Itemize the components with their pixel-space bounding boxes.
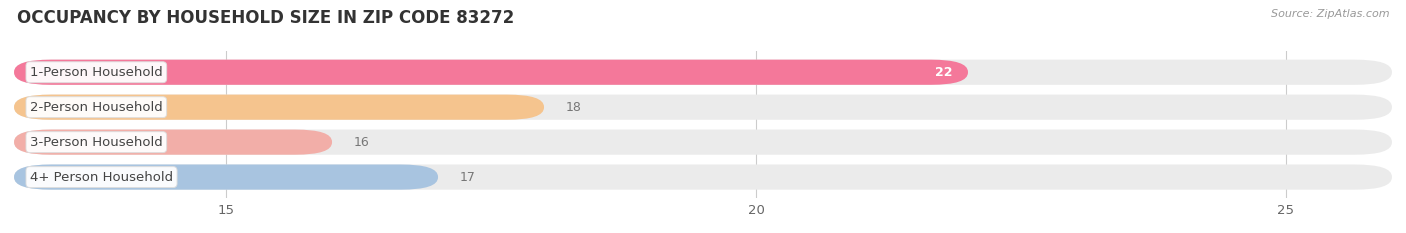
FancyBboxPatch shape	[14, 164, 439, 190]
Text: 2-Person Household: 2-Person Household	[30, 101, 163, 114]
FancyBboxPatch shape	[14, 130, 1392, 155]
FancyBboxPatch shape	[14, 130, 332, 155]
Text: 22: 22	[935, 66, 952, 79]
FancyBboxPatch shape	[14, 164, 1392, 190]
FancyBboxPatch shape	[14, 60, 1392, 85]
Text: 1-Person Household: 1-Person Household	[30, 66, 163, 79]
Text: 17: 17	[460, 171, 475, 184]
Text: OCCUPANCY BY HOUSEHOLD SIZE IN ZIP CODE 83272: OCCUPANCY BY HOUSEHOLD SIZE IN ZIP CODE …	[17, 9, 515, 27]
FancyBboxPatch shape	[14, 60, 967, 85]
Text: 4+ Person Household: 4+ Person Household	[30, 171, 173, 184]
FancyBboxPatch shape	[14, 95, 544, 120]
Text: 18: 18	[565, 101, 581, 114]
FancyBboxPatch shape	[14, 95, 1392, 120]
Text: Source: ZipAtlas.com: Source: ZipAtlas.com	[1271, 9, 1389, 19]
Text: 3-Person Household: 3-Person Household	[30, 136, 163, 149]
Text: 16: 16	[353, 136, 368, 149]
